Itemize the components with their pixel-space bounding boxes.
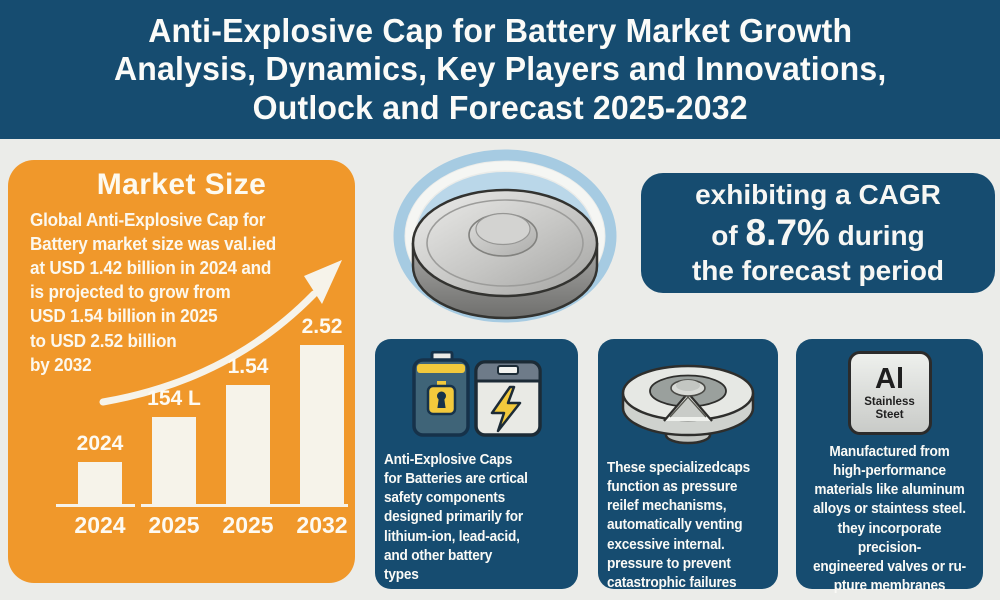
battery-cap-image bbox=[372, 140, 640, 335]
info-card-materials: Al Stainless Steet Manufactured from hig… bbox=[796, 339, 983, 594]
bar bbox=[226, 385, 270, 505]
x-axis-label: 2024 bbox=[74, 512, 126, 538]
header-band: Anti-Explosive Cap for Battery Market Gr… bbox=[0, 0, 1000, 139]
card-text: Anti-Explosive Caps for Batteries are cr… bbox=[384, 452, 528, 583]
bar bbox=[78, 462, 122, 505]
chart-axis-segment bbox=[141, 504, 348, 507]
bar-value-label: 2024 bbox=[76, 432, 124, 455]
card-text: Manufactured from high-performance mater… bbox=[812, 444, 967, 594]
bar-column: 154 L bbox=[147, 387, 201, 505]
aluminum-symbol: Al bbox=[875, 362, 904, 395]
bar-value-label: 2.52 bbox=[301, 315, 343, 338]
bar-column: 2024 bbox=[76, 432, 124, 505]
x-axis-label: 2032 bbox=[296, 512, 348, 538]
stainless-label: Stainless Steet bbox=[864, 395, 915, 421]
info-card-pressure-relief: These specializedcaps function as pressu… bbox=[598, 339, 778, 591]
cagr-line-2: of 8.7% during bbox=[711, 212, 925, 254]
chart-x-labels: 2024 2025 2025 2032 bbox=[74, 512, 348, 539]
aluminum-stainless-icon: Al Stainless Steet bbox=[796, 351, 983, 435]
cagr-line-1: exhibiting a CAGR bbox=[695, 178, 941, 210]
cagr-value: 8.7% bbox=[745, 212, 830, 254]
battery-cap-illustration bbox=[393, 149, 617, 323]
battery-pair-icon bbox=[375, 351, 578, 443]
card-text: These specializedcaps function as pressu… bbox=[607, 460, 751, 591]
info-card-batteries: Anti-Explosive Caps for Batteries are cr… bbox=[375, 339, 578, 589]
cagr-line-3: the forecast period bbox=[691, 254, 945, 286]
bar-value-label: 154 L bbox=[147, 387, 201, 410]
bar bbox=[300, 345, 344, 505]
cagr-callout: exhibiting a CAGR of 8.7% during the for… bbox=[641, 173, 995, 293]
chart-axis-segment bbox=[56, 504, 135, 507]
pressure-valve-icon bbox=[598, 351, 778, 451]
market-size-heading: Market Size bbox=[96, 168, 267, 201]
bar-column: 1.54 bbox=[226, 355, 270, 505]
page-title: Anti-Explosive Cap for Battery Market Gr… bbox=[113, 12, 887, 126]
market-bar-chart: 2024 154 L 1.54 2.52 bbox=[76, 255, 344, 505]
bar-column: 2.52 bbox=[300, 315, 344, 505]
market-size-panel: Market Size Global Anti-Explosive Cap fo… bbox=[8, 160, 355, 583]
x-axis-label: 2025 bbox=[148, 512, 200, 538]
x-axis-label: 2025 bbox=[222, 512, 274, 538]
bar bbox=[152, 417, 196, 505]
bar-value-label: 1.54 bbox=[227, 355, 269, 378]
aluminum-chip: Al Stainless Steet bbox=[847, 351, 932, 435]
